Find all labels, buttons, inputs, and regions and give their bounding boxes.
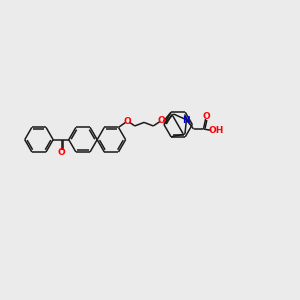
Text: O: O — [158, 116, 166, 125]
Text: OH: OH — [208, 126, 224, 135]
Text: O: O — [124, 117, 131, 126]
Text: O: O — [58, 148, 65, 157]
Text: N: N — [182, 116, 190, 125]
Text: O: O — [202, 112, 210, 121]
